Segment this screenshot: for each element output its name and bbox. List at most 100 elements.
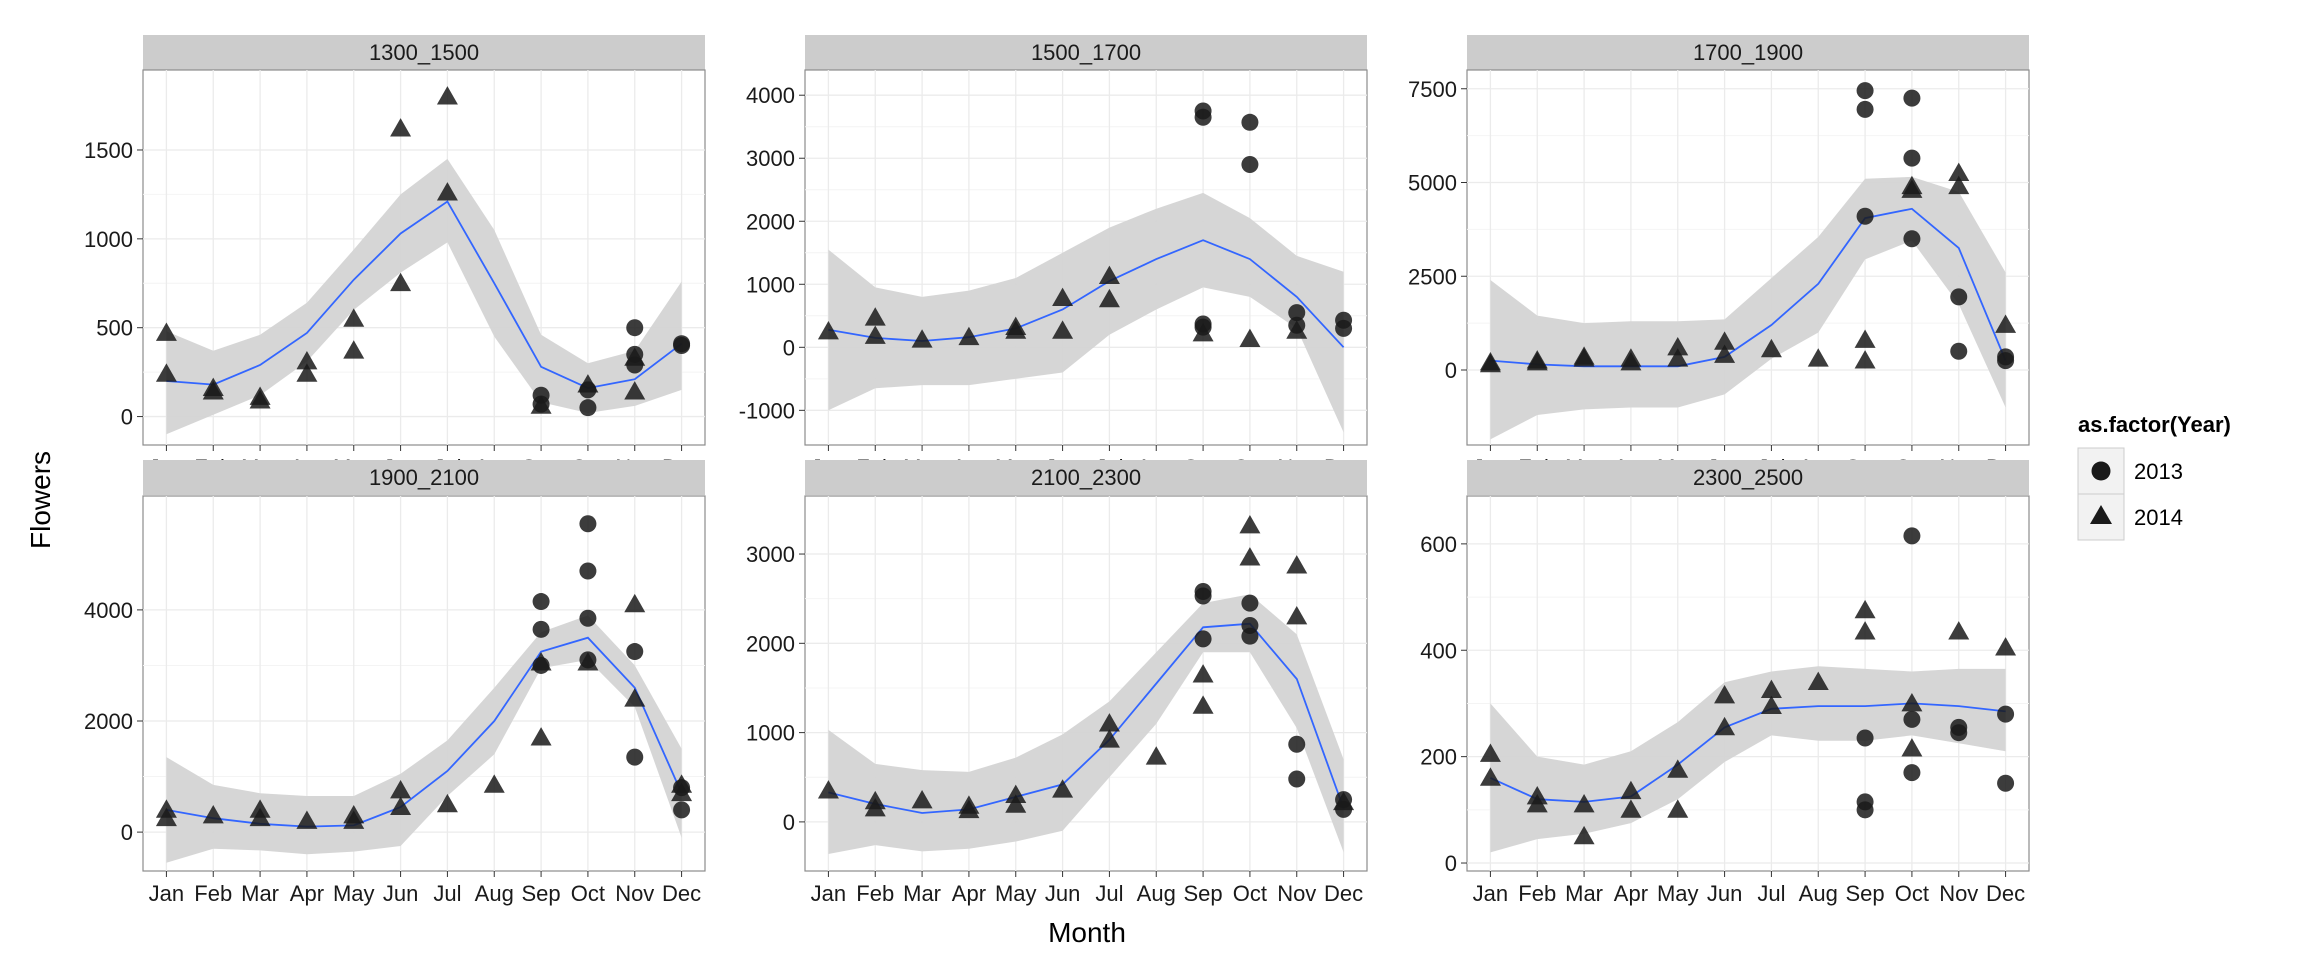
y-tick-label: 500 xyxy=(96,316,133,341)
y-axis-title: Flowers xyxy=(25,451,56,549)
data-point-2013 xyxy=(1903,89,1921,107)
y-tick-label: 2500 xyxy=(1408,264,1457,289)
data-point-2014 xyxy=(1995,314,2017,333)
x-tick-label: Jun xyxy=(1045,881,1080,906)
data-point-2014 xyxy=(1760,338,1782,358)
data-point-2014 xyxy=(1145,746,1167,765)
data-point-2014 xyxy=(1948,175,1970,195)
data-point-2014 xyxy=(577,374,599,393)
data-point-2013 xyxy=(1241,594,1259,612)
x-tick-label: Jan xyxy=(1473,881,1508,906)
data-point-2014 xyxy=(1239,514,1261,534)
data-point-2013 xyxy=(1241,627,1259,645)
x-tick-label: Jun xyxy=(1707,881,1742,906)
data-point-2014 xyxy=(1854,329,1876,348)
data-point-2014 xyxy=(1620,352,1642,371)
data-point-2013 xyxy=(1950,288,1968,306)
data-point-2014 xyxy=(1714,344,1736,363)
data-point-2014 xyxy=(671,782,693,802)
data-point-2014 xyxy=(530,395,552,414)
data-point-2014 xyxy=(1098,713,1120,732)
x-tick-label: Dec xyxy=(662,881,701,906)
data-point-2014 xyxy=(436,86,458,105)
data-point-2013 xyxy=(579,515,597,533)
data-point-2014 xyxy=(958,799,980,819)
data-point-2014 xyxy=(343,308,365,327)
data-point-2013 xyxy=(626,748,644,766)
data-point-2014 xyxy=(1286,555,1308,574)
x-tick-label: Feb xyxy=(856,881,894,906)
data-point-2014 xyxy=(343,340,365,359)
data-point-2014 xyxy=(436,793,458,813)
legend-title: as.factor(Year) xyxy=(2078,412,2231,437)
data-point-2014 xyxy=(1192,695,1214,714)
data-point-2013 xyxy=(1856,207,1874,225)
data-point-2013 xyxy=(532,620,550,638)
confidence-band xyxy=(166,158,682,435)
data-point-2014 xyxy=(1807,671,1829,691)
legend-key-2013-circle-icon xyxy=(2091,461,2111,481)
data-point-2013 xyxy=(579,399,597,417)
data-point-2014 xyxy=(1667,348,1689,367)
x-tick-label: Dec xyxy=(1324,881,1363,906)
confidence-band xyxy=(1490,666,2006,853)
facet-strip-1300-1500 xyxy=(143,35,705,70)
x-tick-label: Nov xyxy=(1277,881,1316,906)
y-tick-label: 400 xyxy=(1420,638,1457,663)
data-point-2014 xyxy=(864,325,886,344)
data-point-2014 xyxy=(1995,637,2017,656)
data-point-2014 xyxy=(343,810,365,829)
data-point-2014 xyxy=(155,363,177,382)
y-tick-label: -1000 xyxy=(739,398,795,423)
data-point-2014 xyxy=(390,272,412,292)
legend: as.factor(Year) 2013 2014 xyxy=(2077,412,2231,541)
data-point-2014 xyxy=(530,727,552,746)
y-tick-label: 0 xyxy=(1445,358,1457,383)
x-tick-label: Jan xyxy=(811,881,846,906)
data-point-2014 xyxy=(1192,664,1214,683)
data-point-2014 xyxy=(911,789,933,809)
data-point-2013 xyxy=(1194,587,1212,605)
y-tick-label: 0 xyxy=(121,405,133,430)
data-point-2014 xyxy=(1098,288,1120,308)
facet-strip-label-2100-2300: 2100_2300 xyxy=(1031,465,1141,490)
data-point-2014 xyxy=(1854,599,1876,619)
data-point-2014 xyxy=(1192,322,1214,342)
data-point-2014 xyxy=(577,652,599,671)
data-point-2013 xyxy=(1288,304,1306,322)
x-tick-label: Jun xyxy=(383,881,418,906)
data-point-2014 xyxy=(1901,692,1923,712)
facet-strip-label-2300-2500: 2300_2500 xyxy=(1693,465,1803,490)
y-tick-label: 2000 xyxy=(746,209,795,234)
data-point-2014 xyxy=(390,796,412,815)
x-tick-label: Jul xyxy=(1757,881,1785,906)
facet-strip-label-1700-1900: 1700_1900 xyxy=(1693,40,1803,65)
data-point-2014 xyxy=(624,593,646,613)
data-point-2013 xyxy=(532,593,550,611)
y-tick-label: 7500 xyxy=(1408,77,1457,102)
y-tick-label: 4000 xyxy=(84,598,133,623)
trend-line xyxy=(828,239,1345,348)
x-tick-label: Jan xyxy=(149,881,184,906)
data-point-2014 xyxy=(1714,331,1736,350)
data-point-2013 xyxy=(1194,630,1212,648)
data-point-2013 xyxy=(1997,705,2015,723)
x-tick-label: Aug xyxy=(1799,881,1838,906)
data-point-2014 xyxy=(624,347,646,366)
x-tick-label: Nov xyxy=(1939,881,1978,906)
data-point-2013 xyxy=(673,801,691,819)
facet-panel-1300-1500: 1300_1500050010001500JanFebMarAprMayJunJ… xyxy=(84,35,706,480)
data-point-2013 xyxy=(1241,113,1259,131)
data-point-2014 xyxy=(1948,162,1970,181)
x-tick-label: Nov xyxy=(615,881,654,906)
x-tick-label: May xyxy=(333,881,375,906)
trend-line xyxy=(1490,702,2006,803)
data-point-2013 xyxy=(1903,527,1921,545)
data-point-2013 xyxy=(1903,149,1921,167)
data-point-2014 xyxy=(1052,779,1074,798)
data-point-2013 xyxy=(1997,774,2015,792)
data-point-2014 xyxy=(911,329,933,348)
facet-panel-2100-2300: 2100_2300 0 1000 2000 3000 Jan Feb Mar Apr May Jun… xyxy=(746,460,1368,906)
data-point-2014 xyxy=(1005,784,1027,803)
data-point-2014 xyxy=(1573,825,1595,845)
